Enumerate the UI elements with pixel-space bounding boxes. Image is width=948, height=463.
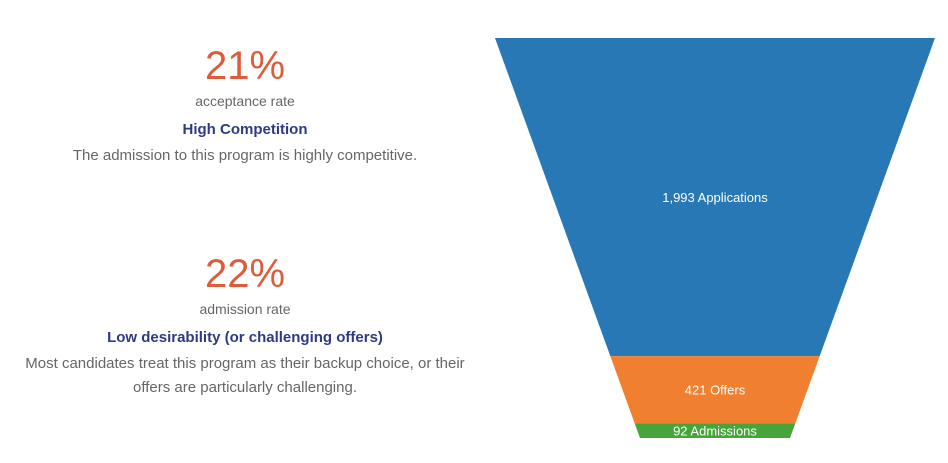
admission-rate-label: admission rate (199, 301, 291, 317)
acceptance-rate-label: acceptance rate (195, 93, 295, 109)
admission-rate-value: 22% (204, 252, 286, 296)
funnel-label-admissions: 92 Admissions (673, 424, 757, 439)
funnel-slice-applications (495, 38, 935, 357)
funnel-label-applications: 1,993 Applications (662, 190, 768, 205)
acceptance-stat: 21% acceptance rate High Competition The… (20, 40, 470, 168)
funnel-slice-admissions (634, 423, 796, 438)
funnel-slice-offers (610, 356, 820, 424)
admission-heading: Low desirability (or challenging offers) (107, 329, 383, 346)
admission-description: Most candidates treat this program as th… (25, 355, 465, 396)
acceptance-description: The admission to this program is highly … (72, 147, 418, 164)
acceptance-heading: High Competition (182, 121, 308, 138)
funnel-label-offers: 421 Offers (685, 383, 746, 398)
admission-stat: 22% admission rate Low desirability (or … (20, 248, 470, 400)
acceptance-rate-value: 21% (204, 44, 286, 88)
